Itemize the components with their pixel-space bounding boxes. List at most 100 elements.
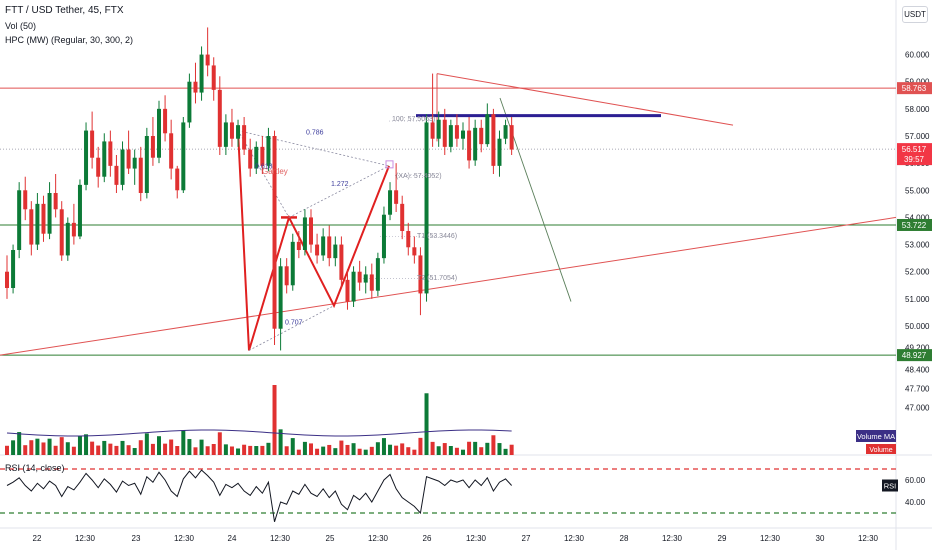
volume-bar <box>278 429 283 455</box>
currency-button[interactable]: USDT <box>902 6 928 23</box>
candle-body <box>157 108 161 158</box>
candle <box>497 130 502 177</box>
candle <box>491 108 496 174</box>
volume-bar <box>65 442 70 455</box>
volume-bar <box>217 432 222 455</box>
candle <box>84 122 89 191</box>
candle-body <box>442 119 447 147</box>
candle-body <box>120 149 125 185</box>
candle <box>138 146 143 202</box>
candle <box>503 119 508 145</box>
candle-body <box>59 209 64 256</box>
candle-body <box>223 122 228 147</box>
volume-bar <box>248 445 253 455</box>
gartley-ac-line <box>248 305 335 351</box>
candle-body <box>302 217 307 250</box>
volume-bar <box>430 441 435 455</box>
y-tick-label: 50.000 <box>905 322 930 331</box>
candle-body <box>138 157 143 193</box>
candle-body <box>254 146 259 169</box>
candle-body <box>17 190 22 250</box>
candle-body <box>96 157 101 177</box>
hpc-indicator-label[interactable]: HPC (MW) (Regular, 30, 300, 2) <box>5 35 134 45</box>
candle-body <box>309 217 313 245</box>
y-tick-label: 47.700 <box>905 384 930 393</box>
rsi-indicator-label[interactable]: RSI (14, close) <box>5 463 65 473</box>
candle <box>442 108 447 155</box>
volume-bar <box>491 435 496 455</box>
volume-bar <box>41 442 46 455</box>
candle <box>102 133 107 183</box>
volume-bar <box>381 438 386 455</box>
volume-indicator-label[interactable]: Vol (50) <box>5 21 37 31</box>
volume-bar <box>309 443 313 455</box>
x-tick-label: 12:30 <box>662 534 683 543</box>
candle-body <box>436 119 441 139</box>
candle-body <box>509 125 514 150</box>
pattern-annotation: 0.786 <box>306 130 324 137</box>
candle-body <box>467 130 472 161</box>
candle-body <box>242 125 247 150</box>
volume-bar <box>120 440 125 455</box>
candle <box>96 146 101 188</box>
volume-ma-line <box>6 429 512 437</box>
volume-bar <box>321 446 326 455</box>
candle <box>211 57 216 101</box>
pattern-annotation: 0.707 <box>285 320 303 327</box>
volume-bar <box>260 445 265 455</box>
candle-body <box>187 81 192 123</box>
candle <box>29 201 34 256</box>
volume-bar <box>96 445 101 455</box>
volume-bar <box>211 444 216 455</box>
candle <box>71 203 76 245</box>
candle-body <box>5 271 9 288</box>
candle <box>381 206 386 264</box>
price-label-box <box>897 349 932 362</box>
gartley-bd-line <box>288 165 390 218</box>
candle-body <box>150 136 155 158</box>
candle <box>205 27 210 77</box>
volume-bar <box>29 440 34 455</box>
candle-body <box>357 271 362 283</box>
candle <box>296 231 301 259</box>
candle <box>406 222 411 256</box>
candle <box>321 228 326 261</box>
chart-title[interactable]: FTT / USD Tether, 45, FTX <box>5 5 124 16</box>
candle <box>175 165 180 199</box>
descending-trendline <box>436 73 734 126</box>
candle <box>217 76 222 155</box>
candle-body <box>236 125 241 139</box>
candle-body <box>175 168 180 191</box>
candle <box>375 252 380 297</box>
candle <box>126 130 131 174</box>
candle-body <box>11 250 16 288</box>
candle <box>47 182 52 240</box>
candle <box>11 244 16 294</box>
x-tick-label: 29 <box>718 534 727 543</box>
candle <box>260 136 265 174</box>
candle <box>388 182 393 221</box>
candle-body <box>71 222 76 237</box>
volume-bar <box>84 434 89 455</box>
volume-bar <box>193 447 198 455</box>
candle-body <box>497 138 502 166</box>
candle <box>254 141 259 174</box>
volume-bar <box>144 433 149 455</box>
candle <box>461 122 465 150</box>
rsi-label-box <box>882 479 898 492</box>
candle-body <box>454 125 459 139</box>
volume-bar <box>47 438 52 455</box>
candle-body <box>296 241 301 250</box>
pattern-annotation: T1 (53.3446) <box>417 233 457 240</box>
ascending-trendline <box>0 216 897 356</box>
candle-body <box>315 244 320 256</box>
candle-body <box>47 193 52 234</box>
candle-body <box>327 236 332 259</box>
candle-body <box>503 125 508 139</box>
candle-body <box>448 125 453 147</box>
candle-body <box>412 247 417 256</box>
candle <box>278 258 283 351</box>
volume-bar <box>71 446 76 455</box>
volume-bar <box>223 444 228 455</box>
